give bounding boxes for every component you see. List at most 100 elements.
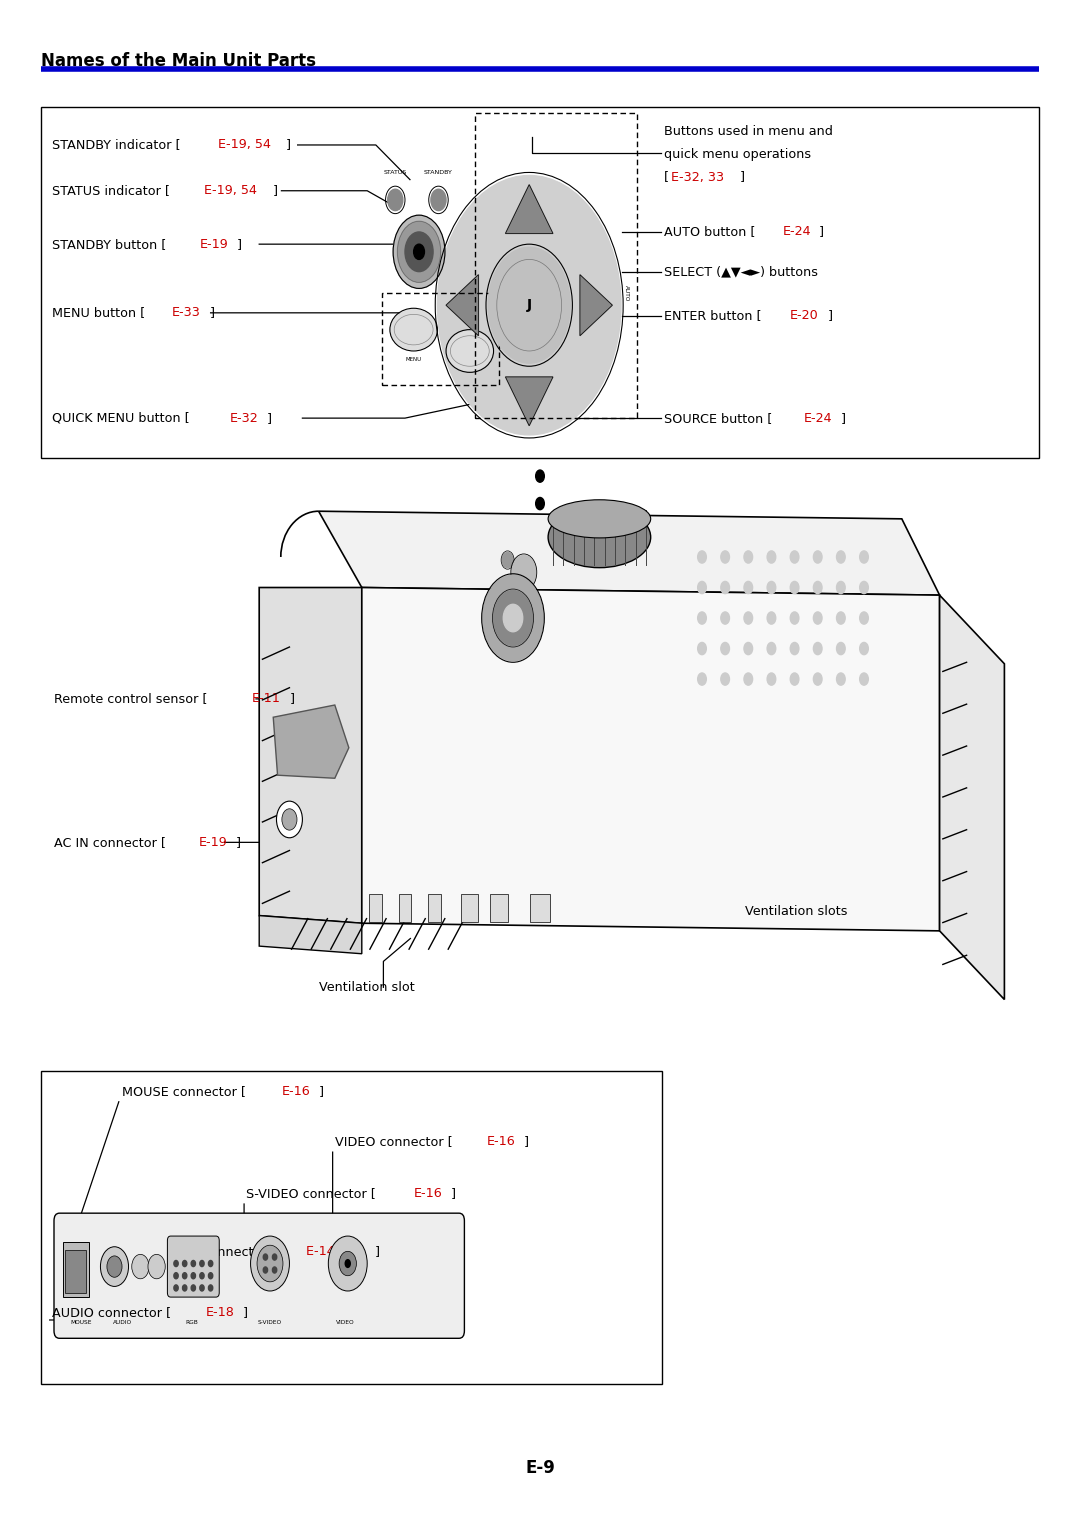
Circle shape <box>494 591 532 645</box>
Circle shape <box>132 1254 149 1279</box>
Circle shape <box>328 1236 367 1291</box>
Circle shape <box>791 612 799 624</box>
Circle shape <box>264 1254 268 1260</box>
Bar <box>63 1242 89 1297</box>
Circle shape <box>148 1254 165 1279</box>
Text: MOUSE connector [: MOUSE connector [ <box>122 1085 246 1097</box>
Circle shape <box>251 1236 289 1291</box>
Text: ]: ] <box>451 1187 456 1199</box>
Polygon shape <box>505 185 553 233</box>
Circle shape <box>767 581 775 594</box>
Circle shape <box>183 1260 187 1267</box>
Circle shape <box>698 642 706 655</box>
Circle shape <box>813 673 822 685</box>
Circle shape <box>536 552 544 565</box>
Text: E-9: E-9 <box>525 1459 555 1477</box>
Text: STANDBY button [: STANDBY button [ <box>52 238 166 250</box>
Polygon shape <box>259 916 362 954</box>
Circle shape <box>767 642 775 655</box>
Circle shape <box>837 642 846 655</box>
Circle shape <box>257 1245 283 1282</box>
Circle shape <box>536 607 544 620</box>
Text: E-18: E-18 <box>205 1306 234 1318</box>
Circle shape <box>107 1256 122 1277</box>
Circle shape <box>720 612 729 624</box>
Circle shape <box>837 612 846 624</box>
FancyBboxPatch shape <box>54 1213 464 1338</box>
Circle shape <box>536 662 544 674</box>
Circle shape <box>837 581 846 594</box>
Circle shape <box>183 1285 187 1291</box>
Circle shape <box>174 1260 178 1267</box>
Text: E-32: E-32 <box>230 412 258 424</box>
Circle shape <box>208 1260 213 1267</box>
Circle shape <box>767 612 775 624</box>
Text: ]: ] <box>740 171 744 183</box>
Circle shape <box>208 1285 213 1291</box>
Text: AUDIO: AUDIO <box>112 1320 132 1325</box>
Text: Names of the Main Unit Parts: Names of the Main Unit Parts <box>41 52 316 70</box>
Text: J: J <box>527 298 531 313</box>
Circle shape <box>720 673 729 685</box>
Circle shape <box>405 232 433 272</box>
Text: QUICK MENU button [: QUICK MENU button [ <box>52 412 190 424</box>
Circle shape <box>813 551 822 563</box>
Circle shape <box>744 642 753 655</box>
Text: E-33: E-33 <box>172 307 201 319</box>
Text: E-16: E-16 <box>414 1187 443 1199</box>
Circle shape <box>200 1260 204 1267</box>
Circle shape <box>536 717 544 729</box>
Ellipse shape <box>549 501 650 539</box>
Text: quick menu operations: quick menu operations <box>664 148 811 160</box>
Ellipse shape <box>549 507 650 568</box>
Text: E-19, 54: E-19, 54 <box>204 185 257 197</box>
Text: MENU button [: MENU button [ <box>52 307 145 319</box>
Bar <box>530 894 550 922</box>
Text: ]: ] <box>272 185 278 197</box>
Text: S-VIDEO connector [: S-VIDEO connector [ <box>246 1187 376 1199</box>
Bar <box>475 113 637 418</box>
Text: ]: ] <box>267 412 272 424</box>
Circle shape <box>282 809 297 830</box>
Circle shape <box>414 244 424 259</box>
Ellipse shape <box>447 331 492 371</box>
Circle shape <box>837 551 846 563</box>
Polygon shape <box>259 588 362 923</box>
Circle shape <box>483 575 543 661</box>
Text: E-19, 54: E-19, 54 <box>218 139 271 151</box>
Bar <box>490 894 508 922</box>
Circle shape <box>813 642 822 655</box>
Text: ]: ] <box>210 307 215 319</box>
Bar <box>382 293 499 385</box>
Text: E-20: E-20 <box>791 310 819 322</box>
Circle shape <box>744 581 753 594</box>
Ellipse shape <box>391 310 436 349</box>
Circle shape <box>767 673 775 685</box>
Polygon shape <box>580 275 612 336</box>
Text: Remote control sensor [: Remote control sensor [ <box>54 693 207 705</box>
Text: E-11: E-11 <box>252 693 281 705</box>
Text: E-24: E-24 <box>782 226 811 238</box>
Bar <box>461 894 478 922</box>
Circle shape <box>264 1267 268 1273</box>
Bar <box>65 1250 86 1293</box>
Text: [: [ <box>664 171 670 183</box>
Text: STANDBY: STANDBY <box>424 171 453 175</box>
Circle shape <box>503 604 523 632</box>
Text: ]: ] <box>524 1135 529 1148</box>
Polygon shape <box>362 588 940 931</box>
Circle shape <box>345 1259 351 1268</box>
Circle shape <box>860 612 868 624</box>
Circle shape <box>791 673 799 685</box>
Text: RGB connector [: RGB connector [ <box>171 1245 275 1257</box>
Text: E-19: E-19 <box>199 836 227 848</box>
Text: RGB: RGB <box>186 1320 199 1325</box>
Circle shape <box>720 642 729 655</box>
Circle shape <box>100 1247 129 1286</box>
Circle shape <box>512 555 536 589</box>
Circle shape <box>191 1273 195 1279</box>
Circle shape <box>174 1273 178 1279</box>
Circle shape <box>388 189 403 211</box>
Circle shape <box>502 552 513 568</box>
Circle shape <box>837 673 846 685</box>
